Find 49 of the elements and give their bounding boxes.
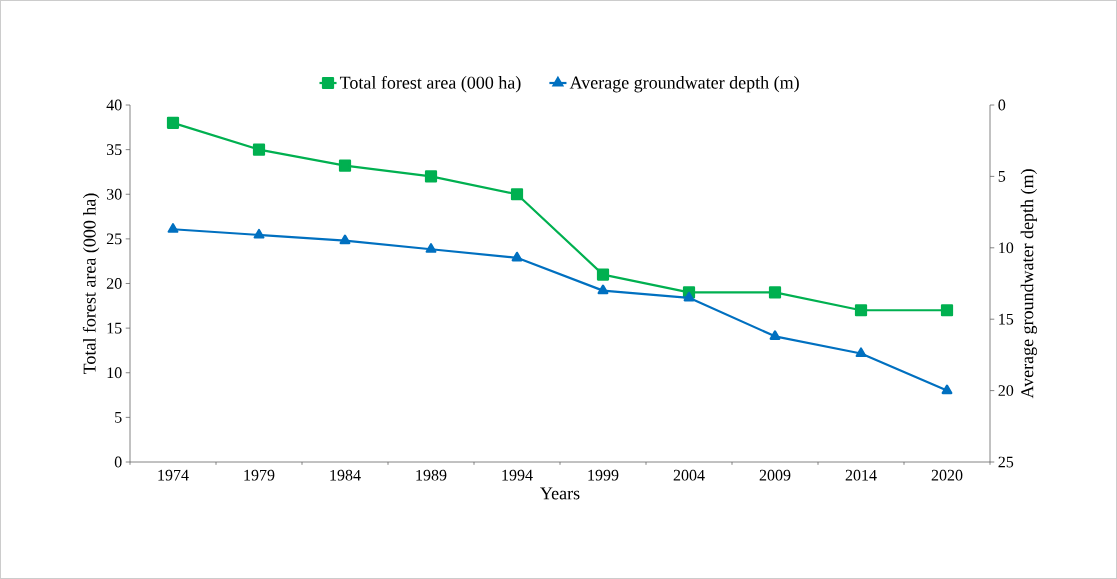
y-tick-label: 0	[114, 456, 122, 468]
point	[855, 347, 867, 358]
y2-tick-label: 0	[998, 99, 1006, 111]
point	[854, 304, 868, 317]
y2-tick-label: 5	[998, 171, 1006, 182]
legend-label: Total forest area (000 ha)	[339, 75, 521, 93]
y2-tick-label: 10	[999, 242, 1014, 254]
y-tick-label: 15	[107, 322, 122, 334]
x-tick-label: 1999	[588, 469, 619, 481]
x-tick-label: 2014	[845, 469, 877, 481]
x-tick-label: 1994	[502, 469, 533, 481]
point	[510, 188, 524, 201]
point	[597, 284, 609, 295]
point	[768, 286, 782, 299]
point	[424, 170, 438, 183]
x-tick-label: 1979	[244, 469, 275, 481]
point	[252, 143, 266, 156]
x-tick-label: 2009	[759, 469, 791, 481]
y2-tick-label: 20	[998, 385, 1014, 396]
y-tick-label: 35	[106, 144, 122, 155]
x-tick-label: 1984	[330, 469, 361, 481]
y-tick-label: 30	[106, 188, 122, 200]
x-tick-label: 1974	[158, 469, 189, 481]
point	[511, 251, 523, 262]
point	[339, 234, 351, 245]
y-tick-label: 20	[106, 278, 122, 289]
y-tick-label: 10	[107, 367, 122, 379]
y-tick-label: 40	[106, 99, 122, 111]
x-tick-label: 2004	[673, 469, 705, 481]
y-axis-title: Total forest area (000 ha)	[82, 193, 100, 374]
point	[167, 223, 179, 233]
point	[941, 384, 953, 395]
point	[166, 116, 180, 129]
point	[596, 268, 610, 281]
point	[338, 159, 352, 172]
point	[253, 228, 265, 239]
point	[940, 304, 954, 317]
x-tick-label: 1989	[416, 469, 447, 481]
y2-axis-title: Average groundwater depth (m)	[1020, 169, 1038, 399]
legend-label: Average groundwater depth (m)	[569, 76, 799, 93]
x-tick-label: 2020	[931, 469, 963, 481]
point	[769, 330, 781, 340]
y2-tick-label: 25	[998, 456, 1014, 468]
point	[425, 243, 437, 253]
y-tick-label: 5	[115, 412, 122, 423]
x-axis-title: Years	[540, 487, 580, 500]
point	[683, 291, 695, 302]
y2-tick-label: 15	[999, 313, 1014, 325]
y-tick-label: 25	[106, 233, 122, 245]
